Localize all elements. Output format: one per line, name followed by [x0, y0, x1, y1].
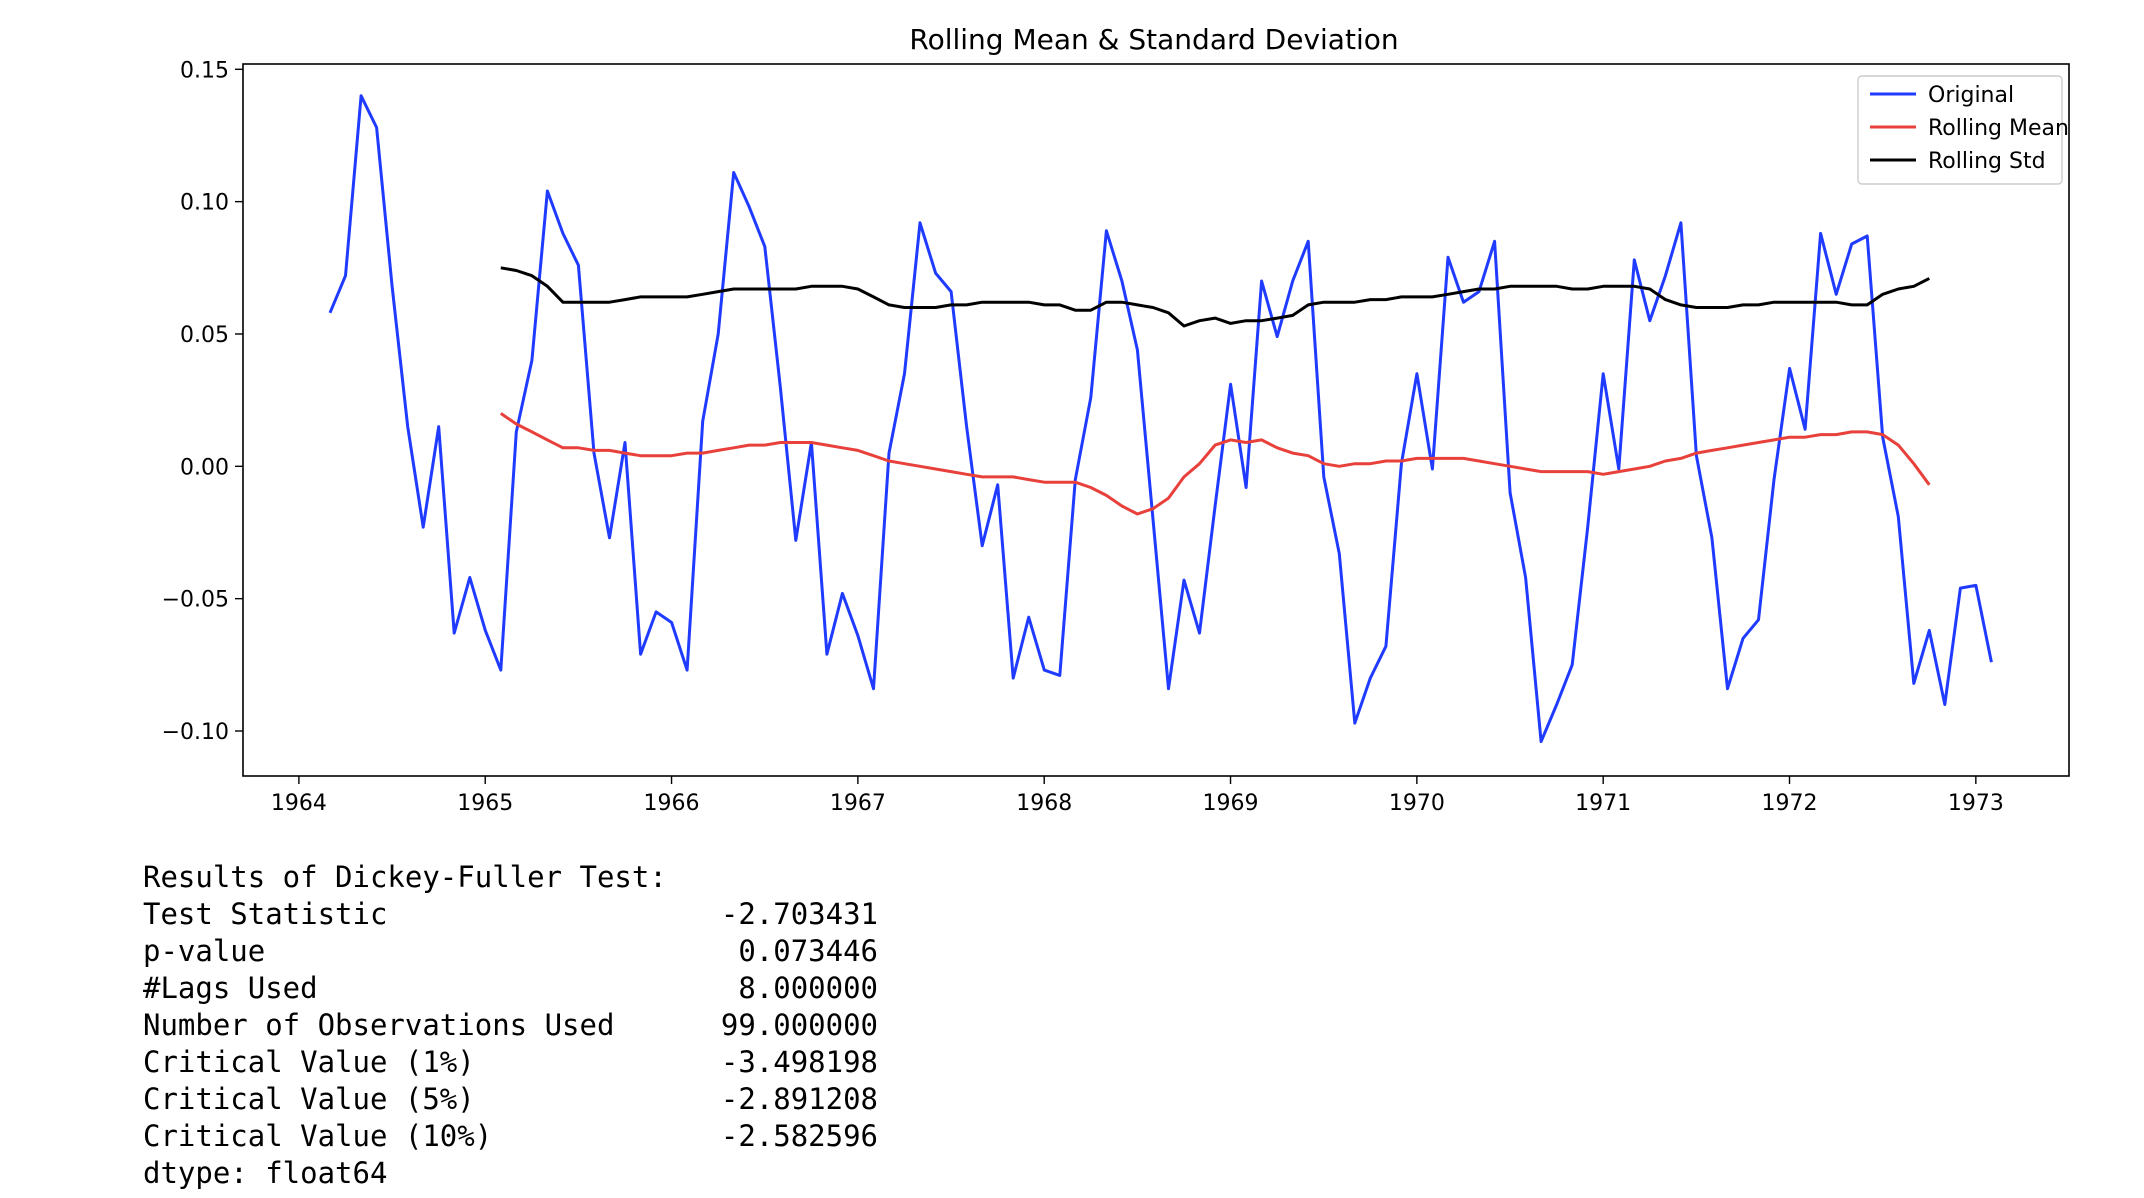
- x-tick-label: 1964: [271, 791, 327, 816]
- adf-header: Results of Dickey-Fuller Test:: [143, 860, 667, 894]
- chart-title: Rolling Mean & Standard Deviation: [909, 23, 1398, 56]
- legend-label: Original: [1928, 83, 2014, 108]
- adf-row-value: 99.000000: [720, 1008, 878, 1042]
- legend-label: Rolling Mean: [1928, 116, 2069, 141]
- plot-frame: [242, 63, 2070, 777]
- adf-row-label: Critical Value (1%): [143, 1045, 475, 1079]
- x-tick-label: 1966: [644, 791, 700, 816]
- y-tick-label: −0.10: [162, 720, 229, 745]
- adf-row-label: Critical Value (10%): [143, 1119, 493, 1153]
- legend-label: Rolling Std: [1928, 149, 2046, 174]
- adf-row-label: Test Statistic: [143, 897, 388, 931]
- y-tick-label: 0.05: [180, 323, 229, 348]
- adf-row-value: -2.891208: [720, 1082, 878, 1116]
- x-tick-label: 1971: [1575, 791, 1631, 816]
- plot-area: 1964 1965 1966 1967 1968 1969 1970 1971 1972 1973…: [162, 58, 2070, 816]
- adf-row-value: -2.582596: [720, 1119, 878, 1153]
- x-tick-label: 1973: [1948, 791, 2004, 816]
- series-line-original: [328, 94, 1993, 744]
- y-tick-label: 0.10: [180, 191, 229, 216]
- adf-row-value: 8.000000: [738, 971, 878, 1005]
- adf-row-label: #Lags Used: [143, 971, 318, 1005]
- adf-row-value: -3.498198: [720, 1045, 878, 1079]
- series-line-rolling-std: [500, 266, 1930, 328]
- x-tick-label: 1969: [1203, 791, 1259, 816]
- chart-legend: Original Rolling Mean Rolling Std: [1857, 75, 2069, 185]
- rolling-stats-chart: Rolling Mean & Standard Deviation 1964 19…: [162, 23, 2070, 816]
- x-tick-label: 1970: [1389, 791, 1445, 816]
- y-tick-label: 0.15: [180, 58, 229, 83]
- adf-row-value: -2.703431: [720, 897, 878, 931]
- x-tick-label: 1967: [830, 791, 886, 816]
- x-tick-label: 1965: [457, 791, 513, 816]
- adf-dtype: dtype: float64: [143, 1156, 388, 1190]
- adf-row-label: p-value: [143, 934, 266, 968]
- x-tick-label: 1968: [1016, 791, 1072, 816]
- adf-row-label: Critical Value (5%): [143, 1082, 475, 1116]
- adf-row-value: 0.073446: [738, 934, 878, 968]
- y-tick-label: 0.00: [180, 455, 229, 480]
- x-tick-label: 1972: [1762, 791, 1818, 816]
- y-tick-label: −0.05: [162, 588, 229, 613]
- adf-row-label: Number of Observations Used: [143, 1008, 615, 1042]
- series-line-rolling-mean: [499, 412, 1931, 516]
- legend-frame: [1857, 75, 2063, 185]
